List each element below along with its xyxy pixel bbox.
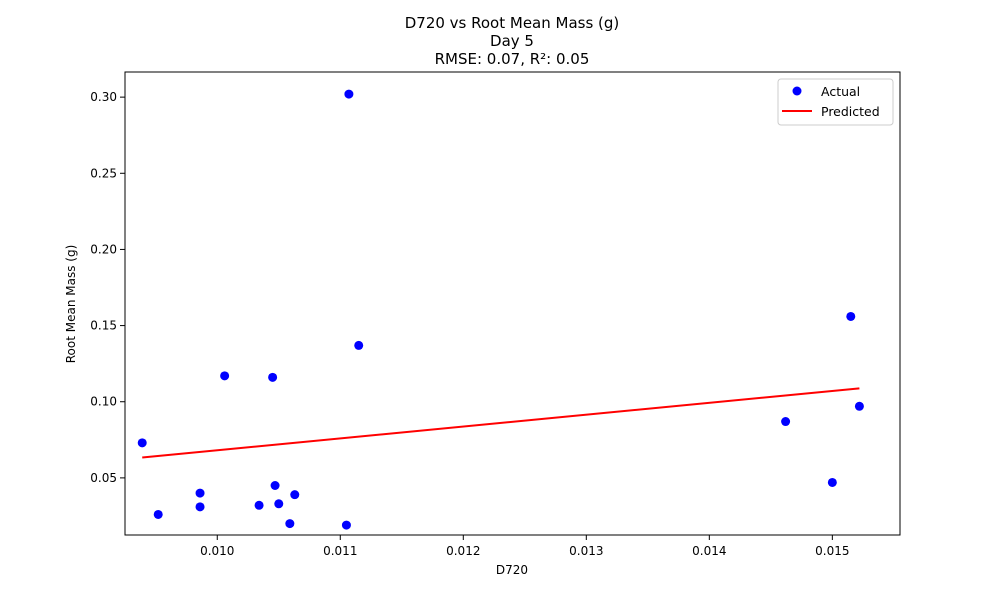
actual-point-7 [270, 481, 280, 491]
legend-actual-label: Actual [821, 84, 860, 99]
actual-point-6 [268, 372, 278, 382]
x-tick-label-1: 0.011 [323, 544, 357, 558]
chart-title-line-1: D720 vs Root Mean Mass (g) [405, 14, 620, 32]
actual-point-0 [137, 438, 147, 448]
actual-point-2 [195, 488, 205, 498]
axes-frame [124, 71, 901, 536]
y-tick-label-2: 0.15 [90, 319, 117, 333]
actual-point-4 [220, 371, 230, 381]
y-tick-label-3: 0.20 [90, 242, 117, 256]
legend: Actual Predicted [777, 78, 894, 126]
y-tick-label-5: 0.30 [90, 90, 117, 104]
x-axis-label: D720 [496, 563, 528, 577]
x-tick-label-4: 0.014 [692, 544, 726, 558]
x-tick-label-0: 0.010 [200, 544, 234, 558]
chart-title-line-2: Day 5 [490, 32, 534, 50]
legend-predicted-label: Predicted [821, 104, 880, 119]
legend-actual-marker [792, 86, 802, 96]
y-tick-label-1: 0.10 [90, 395, 117, 409]
y-tick-label-4: 0.25 [90, 166, 117, 180]
actual-point-11 [341, 520, 351, 530]
actual-point-17 [854, 401, 864, 411]
actual-point-9 [285, 519, 295, 529]
actual-point-3 [195, 502, 205, 512]
actual-point-16 [846, 311, 856, 321]
actual-point-8 [274, 499, 284, 509]
actual-point-10 [290, 490, 300, 500]
x-tick-label-5: 0.015 [815, 544, 849, 558]
predicted-line [142, 387, 860, 459]
x-tick-label-3: 0.013 [569, 544, 603, 558]
actual-point-14 [781, 417, 791, 427]
y-tick-label-0: 0.05 [90, 471, 117, 485]
actual-point-12 [344, 89, 354, 99]
actual-point-15 [827, 477, 837, 487]
legend-box [777, 78, 894, 126]
plot-area: 0.010 0.011 0.012 0.013 0.014 0.015 0.05 0.10 0.… [90, 71, 901, 558]
y-axis-label: Root Mean Mass (g) [64, 245, 78, 364]
actual-point-1 [153, 509, 163, 519]
actual-point-13 [354, 340, 364, 350]
chart-title-line-3: RMSE: 0.07, R²: 0.05 [435, 50, 590, 68]
x-tick-label-2: 0.012 [446, 544, 480, 558]
actual-point-5 [254, 500, 264, 510]
